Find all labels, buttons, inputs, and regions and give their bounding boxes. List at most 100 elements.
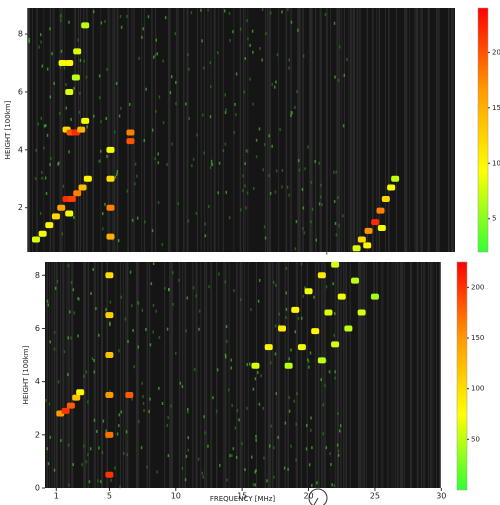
clock-hand: [313, 497, 319, 505]
echo: [357, 236, 366, 243]
noise-speck: [157, 161, 160, 165]
noise-speck: [85, 75, 88, 79]
noise-speck: [120, 295, 122, 299]
echo: [81, 117, 90, 124]
x-tick-label: 5: [107, 492, 112, 501]
noise-speck: [263, 143, 266, 147]
noise-speck: [250, 308, 252, 312]
noise-speck: [308, 463, 311, 467]
noise-speck: [161, 401, 164, 405]
noise-speck: [290, 444, 292, 448]
noise-speck: [47, 303, 49, 307]
noise-speck: [216, 51, 219, 55]
noise-speck: [321, 203, 323, 207]
noise-speck: [283, 466, 286, 470]
noise-speck: [264, 236, 267, 240]
noise-speck: [235, 72, 238, 76]
noise-speck: [67, 264, 70, 268]
noise-speck: [325, 446, 328, 450]
noise-speck: [232, 447, 235, 451]
noise-speck: [118, 349, 120, 353]
noise-speck: [53, 330, 56, 334]
noise-speck: [302, 206, 305, 210]
noise-speck: [102, 227, 104, 231]
noise-speck: [40, 40, 42, 44]
echo: [278, 325, 286, 332]
noise-speck: [137, 345, 140, 349]
noise-speck: [88, 480, 91, 484]
noise-speck: [279, 128, 281, 132]
noise-speck: [166, 423, 168, 427]
noise-speck: [262, 406, 265, 410]
noise-speck: [193, 368, 196, 372]
noise-speck: [113, 130, 116, 134]
noise-speck: [141, 308, 144, 312]
noise-speck: [49, 27, 51, 31]
noise-speck: [50, 156, 52, 160]
noise-speck: [254, 470, 256, 474]
noise-speck: [257, 371, 259, 375]
y-tick-label: 0: [35, 484, 40, 493]
noise-speck: [224, 93, 226, 97]
noise-speck: [105, 116, 108, 120]
noise-speck: [201, 39, 203, 43]
noise-speck: [155, 109, 157, 113]
noise-speck: [246, 191, 249, 195]
noise-speck: [226, 478, 228, 482]
noise-speck: [302, 54, 305, 58]
noise-speck: [170, 75, 173, 79]
noise-speck: [290, 348, 292, 352]
noise-speck: [93, 418, 96, 422]
noise-speck: [296, 392, 298, 396]
y-tick-label: 4: [35, 377, 40, 386]
noise-speck: [273, 475, 275, 479]
noise-speck: [246, 19, 248, 23]
noise-speck: [62, 184, 65, 188]
noise-speck: [259, 47, 261, 51]
noise-speck: [204, 431, 206, 435]
noise-speck: [339, 424, 342, 428]
noise-speck: [239, 27, 242, 31]
noise-speck: [225, 108, 227, 112]
noise-speck: [320, 183, 322, 187]
noise-speck: [224, 280, 227, 284]
noise-speck: [35, 148, 37, 152]
noise-speck: [187, 53, 189, 57]
noise-speck: [338, 45, 341, 49]
noise-speck: [342, 124, 345, 128]
noise-speck: [60, 49, 63, 53]
noise-speck: [288, 66, 290, 70]
noise-speck: [324, 384, 326, 388]
noise-speck: [81, 463, 83, 467]
noise-speck: [310, 180, 313, 184]
noise-speck: [271, 82, 273, 86]
echo: [106, 233, 115, 240]
noise-speck: [252, 387, 255, 391]
noise-speck: [34, 177, 37, 181]
colorbar: [456, 261, 468, 491]
noise-speck: [274, 190, 277, 194]
noise-speck: [260, 374, 262, 378]
noise-speck: [118, 413, 120, 417]
echo: [317, 272, 326, 279]
noise-speck: [315, 238, 318, 242]
noise-speck: [70, 281, 73, 285]
noise-speck: [110, 478, 112, 482]
noise-speck: [142, 395, 144, 399]
noise-speck: [132, 328, 134, 332]
noise-speck: [147, 15, 150, 19]
noise-speck: [87, 453, 89, 457]
noise-speck: [51, 52, 53, 56]
noise-speck: [155, 309, 157, 313]
noise-speck: [109, 321, 111, 325]
noise-speck: [187, 410, 189, 414]
y-axis-label: HEIGHT [100km]: [4, 100, 12, 159]
noise-speck: [166, 162, 168, 166]
echo: [391, 175, 400, 182]
y-tick-label: 6: [35, 324, 40, 333]
noise-speck: [252, 50, 254, 54]
noise-speck: [109, 390, 111, 394]
noise-speck: [322, 432, 324, 436]
noise-speck: [258, 402, 261, 406]
